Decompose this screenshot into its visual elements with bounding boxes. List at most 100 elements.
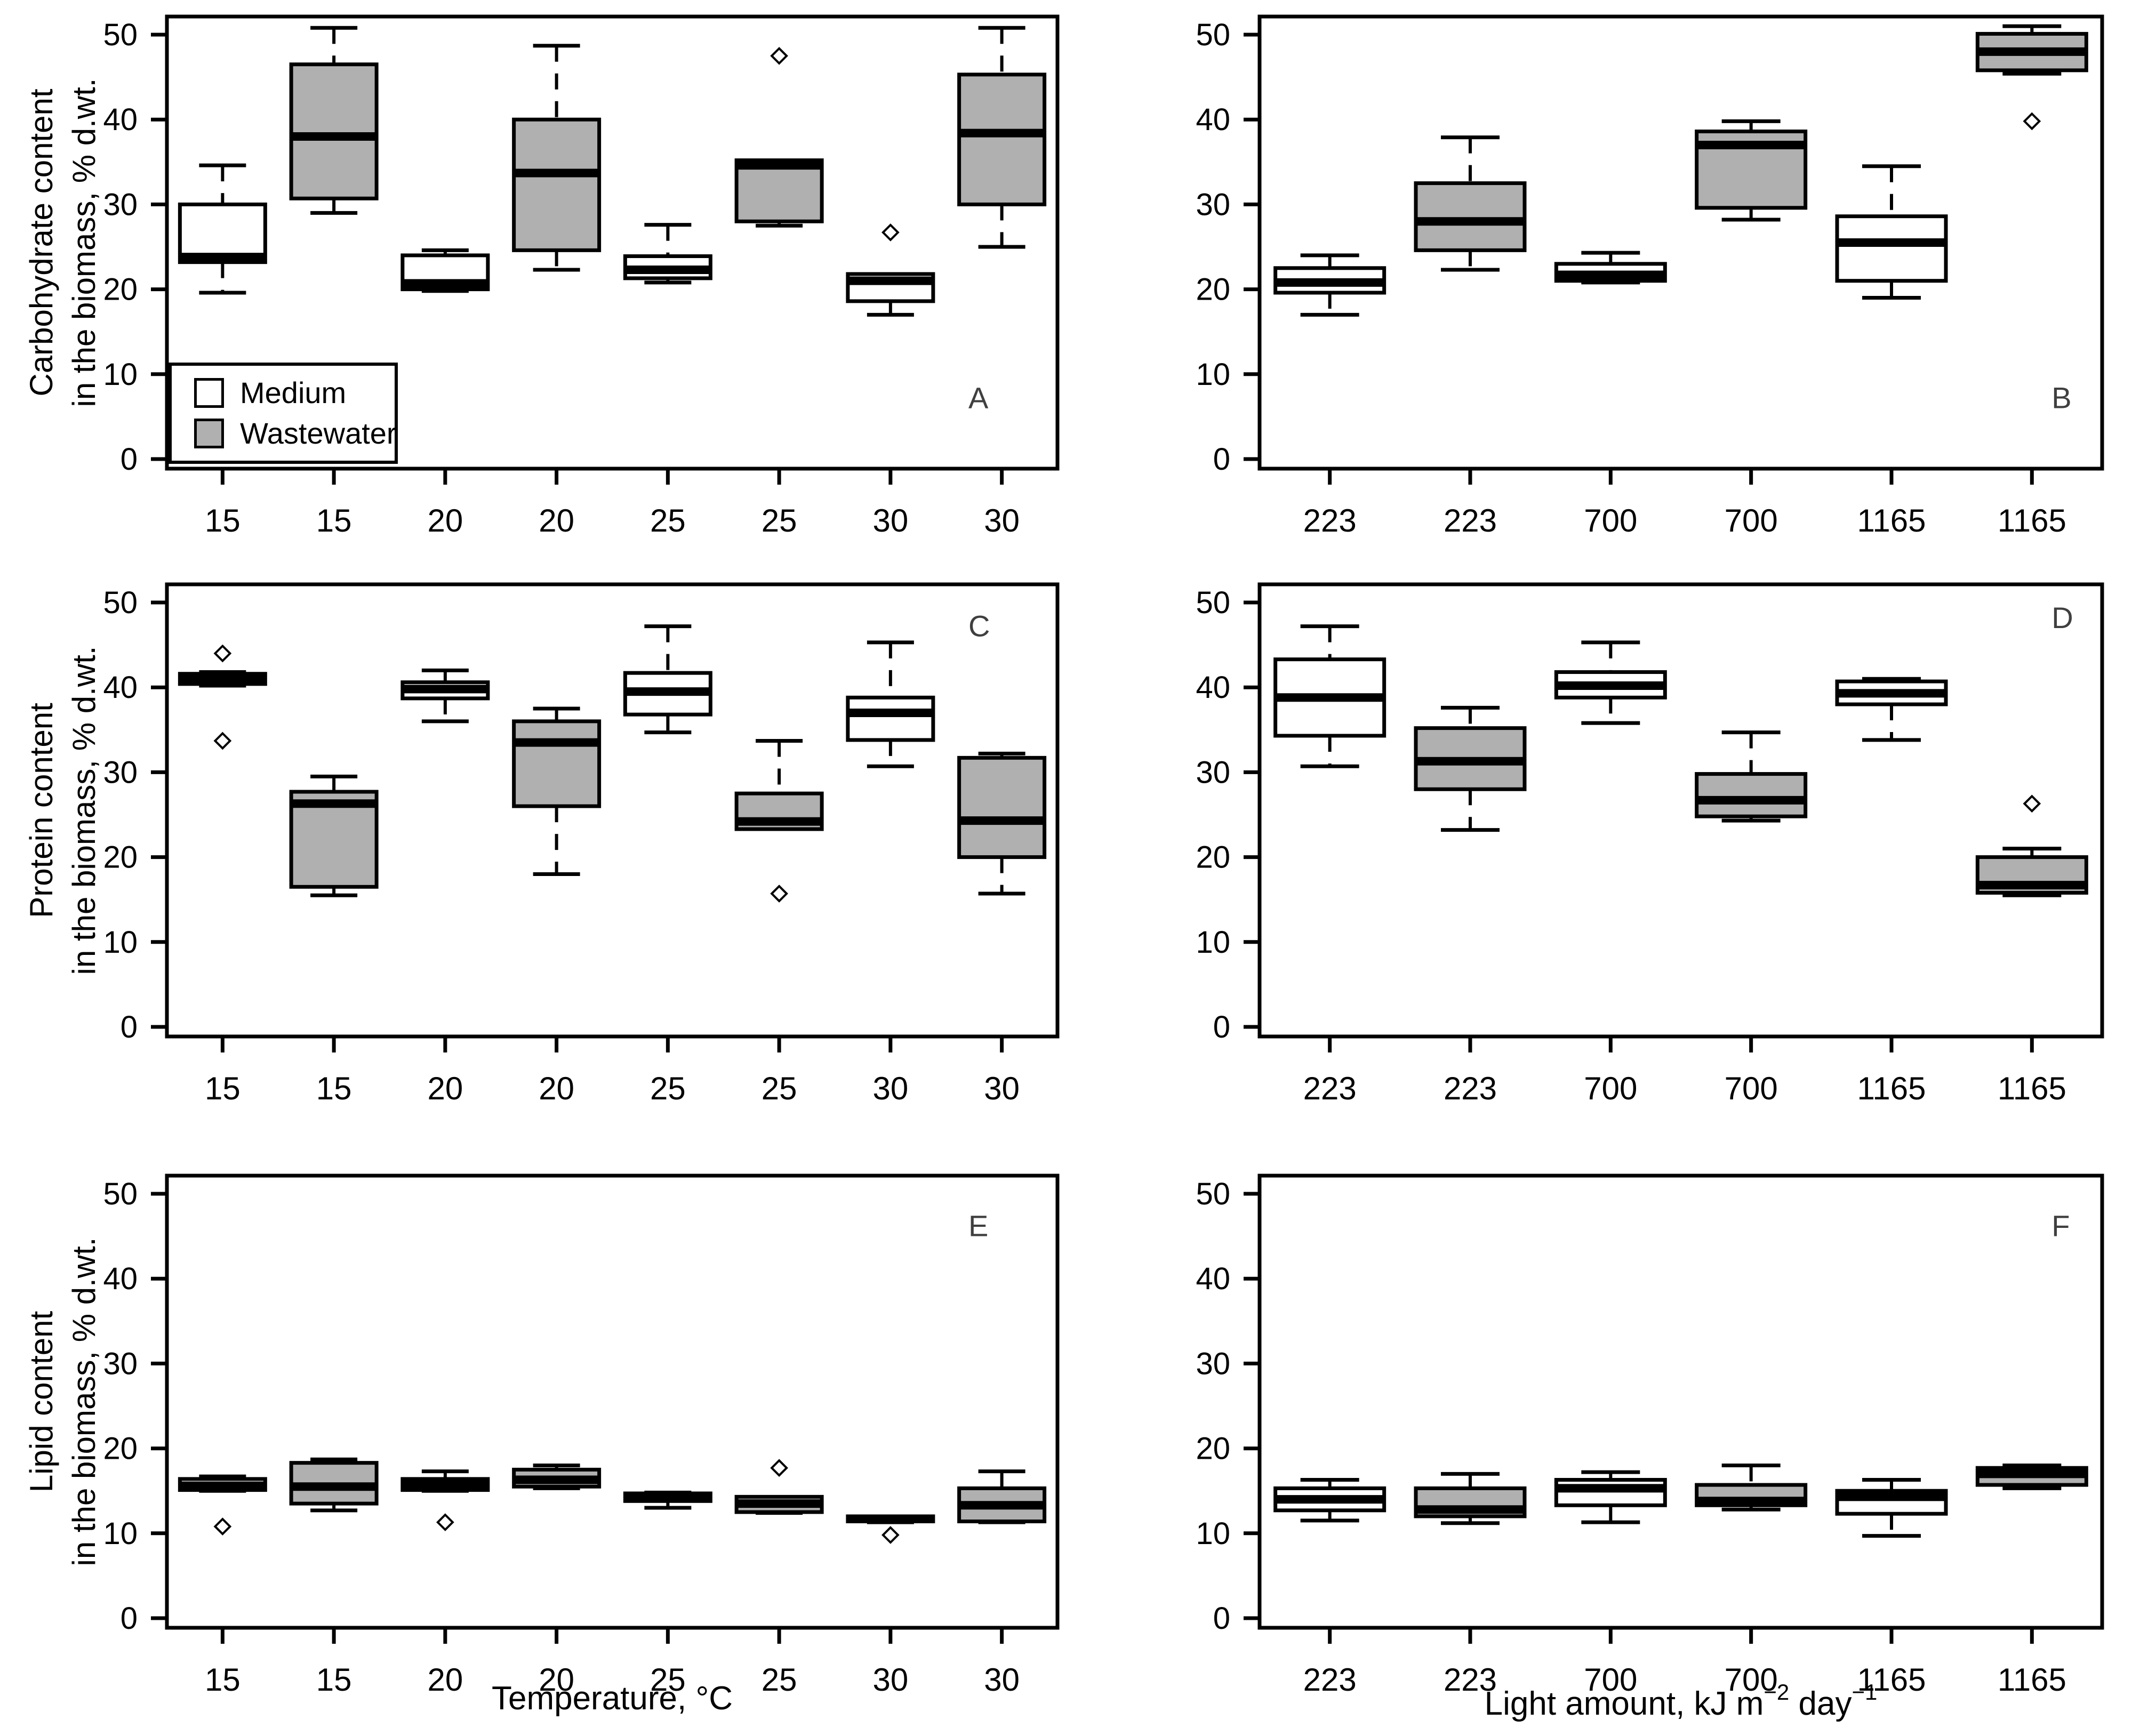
box-700-medium: [1554, 1470, 1667, 1524]
y-axis-title-line2: in the biomass, % d.wt.: [66, 646, 102, 975]
x-tick-label: 1165: [1857, 1071, 1926, 1106]
iqr-box: [734, 158, 824, 223]
x-tick-label: 25: [650, 1071, 686, 1106]
y-tick-label: 50: [1196, 18, 1230, 52]
y-tick-label: 10: [1196, 357, 1230, 392]
outlier-marker: [2023, 794, 2041, 813]
x-tick-label: 15: [205, 1662, 241, 1698]
iqr-box: [512, 117, 602, 252]
box-223-medium: [1273, 624, 1386, 768]
x-axis-title-superscript: −1: [1852, 1679, 1878, 1705]
outlier-marker: [436, 1513, 454, 1531]
box-700-wastewater: [1695, 730, 1808, 823]
y-tick-label: 30: [103, 187, 138, 222]
x-tick-label: 700: [1725, 1071, 1778, 1106]
box-700-wastewater: [1695, 1463, 1808, 1512]
box-1165-wastewater: [1975, 794, 2088, 897]
outlier-marker: [881, 1526, 900, 1544]
y-tick-label: 0: [121, 442, 138, 477]
y-tick-label: 30: [1196, 755, 1230, 790]
y-tick-label: 50: [1196, 1177, 1230, 1211]
y-tick-label: 30: [103, 755, 138, 790]
y-tick-label: 0: [121, 1601, 138, 1636]
x-tick-label: 30: [984, 1662, 1020, 1698]
box-20-medium: [400, 248, 490, 293]
panel-border: [1257, 1174, 2104, 1630]
x-tick-label: 30: [984, 503, 1020, 539]
box-30-wastewater: [957, 1469, 1047, 1524]
y-tick-label: 10: [103, 357, 138, 392]
x-tick-label: 1165: [1857, 1662, 1926, 1698]
x-tick-label: 15: [205, 1071, 241, 1106]
outlier-marker: [881, 223, 900, 242]
x-tick-label: 223: [1444, 1071, 1497, 1106]
box-223-wastewater: [1414, 705, 1527, 832]
x-tick-label: 223: [1444, 1662, 1497, 1698]
panel-border: [165, 14, 1060, 471]
medium-swatch-icon: [194, 378, 224, 408]
panel-border: [165, 582, 1060, 1039]
y-axis-title-line2: in the biomass, % d.wt.: [66, 78, 102, 407]
y-axis-title-lipid: Lipid content in the biomass, % d.wt.: [20, 1176, 106, 1628]
box-1165-medium: [1835, 1478, 1948, 1538]
x-tick-label: 20: [428, 503, 463, 539]
y-tick-label: 20: [103, 840, 138, 875]
x-tick-label: 1165: [1998, 1662, 2066, 1698]
y-axis-title-line2: in the biomass, % d.wt.: [66, 1237, 102, 1566]
x-axis-title-temperature: Temperature, °C: [491, 1680, 733, 1717]
box-223-wastewater: [1414, 135, 1527, 272]
iqr-box: [512, 719, 602, 808]
panel-letter: E: [968, 1209, 988, 1243]
y-axis-title-line1: Protein content: [23, 703, 59, 918]
x-tick-label: 30: [873, 503, 909, 539]
y-tick-label: 40: [1196, 102, 1230, 137]
y-tick-label: 10: [1196, 925, 1230, 960]
y-tick-label: 40: [103, 1261, 138, 1296]
box-20-wastewater: [512, 1463, 602, 1490]
box-700-wastewater: [1695, 119, 1808, 222]
iqr-box: [846, 695, 935, 742]
x-axis-title-superscript: −2: [1764, 1679, 1790, 1705]
box-1165-medium: [1835, 677, 1948, 742]
x-tick-label: 700: [1584, 1662, 1637, 1698]
x-tick-label: 20: [539, 503, 574, 539]
y-tick-label: 20: [1196, 840, 1230, 875]
panel-b: 0 10 20 30 40 50 223 223 700 700 1165 1165 B: [1196, 14, 2104, 539]
x-tick-label: 30: [873, 1662, 909, 1698]
box-25-medium: [623, 624, 712, 735]
outlier-marker: [770, 46, 788, 65]
panel-letter: D: [2051, 601, 2073, 634]
x-tick-label: 15: [316, 503, 352, 539]
box-20-medium: [400, 668, 490, 724]
box-30-medium: [846, 640, 935, 768]
x-tick-label: 700: [1725, 503, 1778, 539]
iqr-box: [1835, 214, 1948, 283]
box-30-medium: [846, 1514, 935, 1544]
y-tick-label: 0: [121, 1010, 138, 1044]
y-axis-title-carbohydrate: Carbohydrate content in the biomass, % d…: [20, 17, 106, 469]
box-15-wastewater: [289, 26, 379, 215]
iqr-box: [1695, 772, 1808, 818]
y-axis-title-line1: Carbohydrate content: [23, 89, 59, 397]
x-tick-label: 700: [1584, 1071, 1637, 1106]
y-tick-label: 40: [1196, 670, 1230, 705]
x-tick-label: 20: [428, 1071, 463, 1106]
box-25-wastewater: [734, 1459, 824, 1515]
y-tick-label: 20: [1196, 272, 1230, 307]
iqr-box: [957, 73, 1047, 206]
box-15-medium: [178, 163, 267, 295]
x-tick-label: 700: [1725, 1662, 1778, 1698]
box-25-wastewater: [734, 46, 824, 228]
x-axis-title-text: day: [1789, 1685, 1852, 1722]
iqr-box: [1414, 181, 1527, 252]
y-tick-label: 50: [1196, 585, 1230, 620]
y-tick-label: 50: [103, 1177, 138, 1211]
box-25-medium: [623, 1490, 712, 1510]
box-15-wastewater: [289, 774, 379, 897]
panel-letter: B: [2051, 381, 2071, 414]
box-1165-wastewater: [1975, 1463, 2088, 1490]
y-tick-label: 40: [103, 102, 138, 137]
box-20-medium: [400, 1469, 490, 1531]
